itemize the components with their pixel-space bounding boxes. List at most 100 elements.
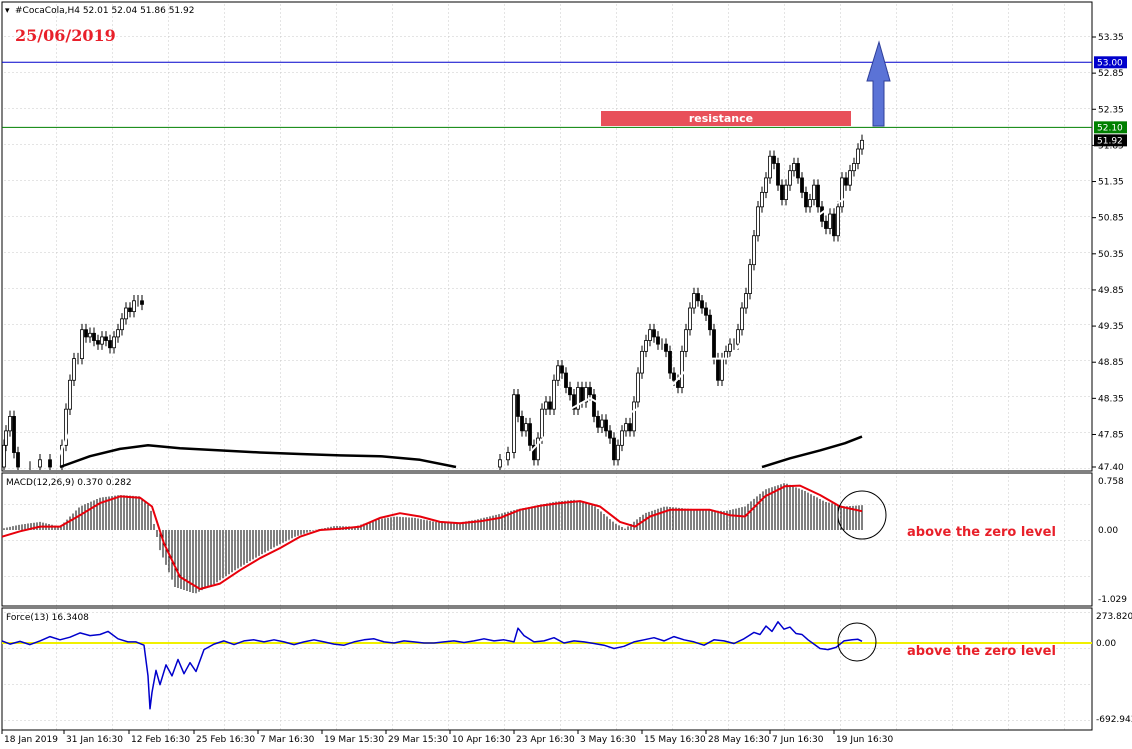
- macd-signal-line: [1, 484, 863, 590]
- candle: [780, 179, 784, 206]
- price-tick-label: 47.85: [1098, 430, 1124, 440]
- candle: [620, 425, 624, 452]
- candle: [88, 327, 92, 343]
- candle: [808, 193, 812, 213]
- candle: [592, 388, 596, 423]
- candle: [700, 295, 704, 314]
- candle: [8, 410, 12, 437]
- candle: [836, 201, 840, 242]
- candle: [768, 150, 772, 184]
- candle: [648, 323, 652, 347]
- macd-series: [1, 483, 863, 594]
- time-tick-label: 19 Jun 16:30: [836, 735, 893, 745]
- candle: [612, 432, 616, 466]
- candle: [92, 327, 96, 347]
- candle: [560, 360, 564, 379]
- candle: [664, 338, 668, 358]
- symbol-info-icon: ▾: [5, 6, 10, 16]
- candle: [708, 309, 712, 336]
- price-panel[interactable]: [1, 1, 1093, 472]
- candle: [506, 446, 510, 466]
- candle: [792, 157, 796, 177]
- time-tick-label: 15 May 16:30: [644, 735, 706, 745]
- candle: [764, 172, 768, 199]
- candle: [532, 439, 536, 466]
- price-series: [2, 61, 1092, 470]
- candle: [132, 295, 136, 318]
- time-tick-label: 29 Mar 15:30: [388, 735, 448, 745]
- price-tick-label: 51.85: [1098, 141, 1124, 151]
- candle: [100, 331, 104, 350]
- candle: [752, 229, 756, 271]
- force-panel[interactable]: [1, 607, 1093, 731]
- candle: [604, 414, 608, 437]
- macd-highlight-circle: [837, 490, 887, 540]
- macd-tick-label: 0.00: [1098, 526, 1118, 536]
- price-tick-label: 48.85: [1098, 358, 1124, 368]
- candle: [68, 374, 72, 415]
- candle: [852, 157, 856, 177]
- resistance-price-tag-box: [1094, 121, 1127, 134]
- resistance-label: resistance: [689, 112, 753, 125]
- candle: [744, 287, 748, 314]
- candle: [624, 417, 628, 437]
- force-tick-label: -692.943: [1096, 715, 1132, 725]
- candle: [812, 179, 816, 206]
- candle: [528, 417, 532, 452]
- candle: [600, 414, 604, 434]
- time-tick-label: 18 Jan 2019: [4, 735, 58, 745]
- force-index-line: [1, 621, 863, 710]
- candle: [498, 453, 502, 470]
- time-tick-label: 12 Feb 16:30: [131, 735, 190, 745]
- target-price-tag-box: [1094, 56, 1127, 69]
- candle: [756, 201, 760, 242]
- candle: [4, 425, 8, 452]
- candle: [728, 338, 732, 358]
- date-label: 25/06/2019: [15, 26, 116, 45]
- price-tick-label: 49.85: [1098, 286, 1124, 296]
- candle: [38, 453, 42, 470]
- candle: [48, 453, 52, 470]
- price-tick-label: 49.35: [1098, 322, 1124, 332]
- fast-moving-average-line: [53, 191, 863, 468]
- time-tick-label: 3 May 16:30: [580, 735, 636, 745]
- up-arrow-icon: [866, 40, 891, 127]
- candle: [516, 388, 520, 423]
- macd-axis: 0.758 0.00 -1.029: [1098, 477, 1127, 605]
- candle: [680, 345, 684, 394]
- price-tick-label: 52.85: [1098, 69, 1124, 79]
- candle: [632, 396, 636, 437]
- candle: [640, 345, 644, 379]
- price-tick-label: 48.35: [1098, 394, 1124, 404]
- candle: [748, 258, 752, 300]
- target-price-tag: 53.00: [1097, 58, 1123, 68]
- candle: [564, 367, 568, 394]
- candle: [2, 439, 6, 470]
- symbol-info: #CocaCola,H4 52.01 52.04 51.86 51.92: [15, 6, 194, 16]
- macd-title: MACD(12,26,9) 0.370 0.282: [6, 478, 132, 488]
- candle: [816, 179, 820, 213]
- force-title: Force(13) 16.3408: [6, 613, 89, 623]
- slow-moving-average-line: [59, 435, 863, 469]
- candle: [684, 323, 688, 358]
- candle: [688, 302, 692, 336]
- candle: [860, 134, 864, 155]
- candle: [520, 410, 524, 437]
- candle: [512, 388, 516, 459]
- candle: [108, 334, 112, 354]
- candle: [568, 381, 572, 401]
- candle: [576, 381, 580, 415]
- candle: [572, 388, 576, 415]
- candle: [692, 287, 696, 314]
- time-tick-label: 25 Feb 16:30: [196, 735, 255, 745]
- time-tick-label: 28 May 16:30: [708, 735, 770, 745]
- candle: [548, 396, 552, 415]
- macd-note: above the zero level: [907, 525, 1056, 540]
- candle: [704, 302, 708, 322]
- force-series: [1, 621, 1092, 710]
- candle: [796, 157, 800, 184]
- force-note: above the zero level: [907, 644, 1056, 659]
- candle: [556, 360, 560, 387]
- candle: [760, 186, 764, 213]
